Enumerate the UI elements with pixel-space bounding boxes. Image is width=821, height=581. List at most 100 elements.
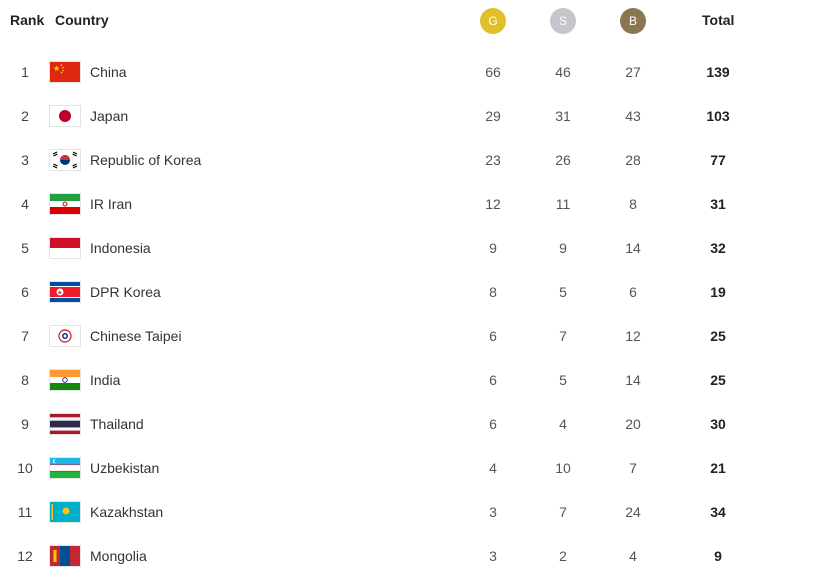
country-name[interactable]: IR Iran [90,196,133,212]
rank-cell: 5 [21,240,29,256]
country-name[interactable]: DPR Korea [90,284,161,300]
silver-count: 2 [559,548,567,564]
bronze-count: 24 [625,504,641,520]
gold-count: 6 [489,416,497,432]
table-header: Rank Country G S B Total [0,0,821,40]
gold-medal-icon[interactable]: G [480,8,506,34]
silver-count: 5 [559,284,567,300]
gold-count: 4 [489,460,497,476]
total-count: 32 [710,240,726,256]
chinese-taipei-flag-icon [50,326,80,346]
bronze-count: 6 [629,284,637,300]
japan-flag-icon [50,106,80,126]
gold-count: 12 [485,196,501,212]
bronze-count: 14 [625,372,641,388]
total-count: 21 [710,460,726,476]
total-count: 25 [710,372,726,388]
country-name[interactable]: Thailand [90,416,144,432]
silver-count: 11 [555,196,571,212]
gold-count: 6 [489,372,497,388]
gold-count: 29 [485,108,501,124]
table-row[interactable]: 3 Republic of Korea 23 26 28 77 [0,138,821,182]
silver-count: 10 [555,460,571,476]
total-count: 31 [710,196,726,212]
bronze-count: 7 [629,460,637,476]
table-row[interactable]: 12 Mongolia 3 2 4 9 [0,534,821,578]
country-name[interactable]: Republic of Korea [90,152,202,168]
rank-cell: 7 [21,328,29,344]
rank-cell: 10 [17,460,33,476]
bronze-count: 28 [625,152,641,168]
total-count: 139 [706,64,730,80]
gold-count: 9 [489,240,497,256]
rank-cell: 1 [21,64,29,80]
country-name[interactable]: Mongolia [90,548,147,564]
bronze-count: 8 [629,196,637,212]
table-row[interactable]: 1 ★ China 66 46 27 139 [0,50,821,94]
bronze-count: 4 [629,548,637,564]
table-row[interactable]: 4 IR Iran 12 11 8 31 [0,182,821,226]
gold-count: 3 [489,504,497,520]
country-name[interactable]: Indonesia [90,240,151,256]
silver-count: 5 [559,372,567,388]
total-count: 103 [706,108,730,124]
table-row[interactable]: 2 Japan 29 31 43 103 [0,94,821,138]
country-header[interactable]: Country [55,12,109,28]
india-flag-icon [50,370,80,390]
total-count: 77 [710,152,726,168]
silver-count: 9 [559,240,567,256]
table-row[interactable]: 8 India 6 5 14 25 [0,358,821,402]
bronze-medal-icon[interactable]: B [620,8,646,34]
silver-count: 4 [559,416,567,432]
table-row[interactable]: 6 ★ DPR Korea 8 5 6 19 [0,270,821,314]
thailand-flag-icon [50,414,80,434]
country-name[interactable]: China [90,64,127,80]
table-row[interactable]: 9 Thailand 6 4 20 30 [0,402,821,446]
bronze-count: 14 [625,240,641,256]
total-count: 30 [710,416,726,432]
rank-cell: 2 [21,108,29,124]
rank-cell: 3 [21,152,29,168]
bronze-count: 20 [625,416,641,432]
rank-cell: 8 [21,372,29,388]
korea-flag-icon [50,150,80,170]
rank-cell: 12 [17,548,33,564]
total-header[interactable]: Total [702,12,735,28]
table-row[interactable]: 7 Chinese Taipei 6 7 12 25 [0,314,821,358]
indonesia-flag-icon [50,238,80,258]
country-name[interactable]: Uzbekistan [90,460,160,476]
rank-header[interactable]: Rank [10,12,45,28]
svg-text:★: ★ [53,64,60,73]
table-row[interactable]: 5 Indonesia 9 9 14 32 [0,226,821,270]
silver-medal-icon[interactable]: S [550,8,576,34]
rank-cell: 9 [21,416,29,432]
country-name[interactable]: Chinese Taipei [90,328,182,344]
uzbekistan-flag-icon [50,458,80,478]
table-row[interactable]: 11 Kazakhstan 3 7 24 34 [0,490,821,534]
gold-count: 66 [485,64,501,80]
table-row[interactable]: 10 Uzbekistan 4 10 7 21 [0,446,821,490]
china-flag-icon: ★ [50,62,80,82]
bronze-count: 12 [625,328,641,344]
country-name[interactable]: India [90,372,121,388]
country-name[interactable]: Japan [90,108,129,124]
iran-flag-icon [50,194,80,214]
gold-count: 8 [489,284,497,300]
bronze-count: 43 [625,108,641,124]
mongolia-flag-icon [50,546,80,566]
silver-count: 7 [559,504,567,520]
total-count: 34 [710,504,726,520]
rank-cell: 11 [17,504,33,520]
total-count: 25 [710,328,726,344]
silver-count: 26 [555,152,571,168]
gold-count: 23 [485,152,501,168]
total-count: 19 [710,284,726,300]
country-name[interactable]: Kazakhstan [90,504,164,520]
svg-text:★: ★ [57,290,62,297]
dpr-korea-flag-icon: ★ [50,282,80,302]
rank-cell: 4 [21,196,29,212]
silver-count: 7 [559,328,567,344]
gold-count: 3 [489,548,497,564]
gold-count: 6 [489,328,497,344]
